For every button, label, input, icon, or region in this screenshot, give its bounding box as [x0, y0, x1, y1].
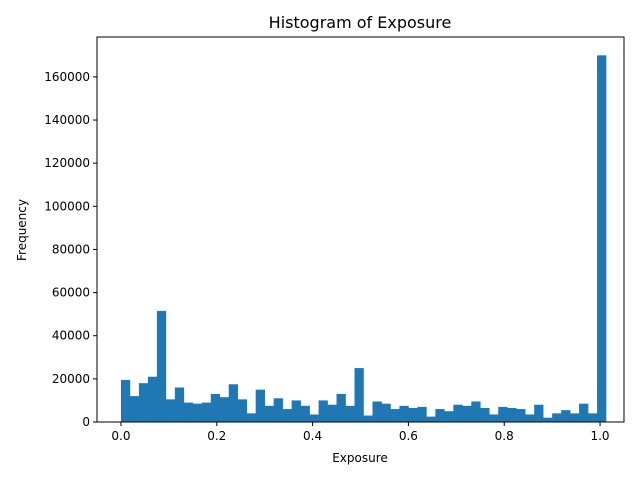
histogram-bar — [588, 413, 598, 422]
histogram-bar — [381, 403, 391, 422]
histogram-bar — [507, 407, 517, 422]
histogram-bar — [129, 396, 140, 422]
histogram-bar — [345, 405, 355, 422]
plot-frame — [96, 36, 625, 423]
x-tick-label: 0.8 — [495, 429, 514, 443]
histogram-bar — [327, 404, 337, 422]
histogram-bar — [147, 376, 158, 422]
histogram-bar — [525, 414, 535, 422]
histogram-bar — [579, 403, 589, 422]
histogram-bar — [426, 416, 436, 422]
histogram-bar — [246, 413, 256, 422]
histogram-bar — [228, 384, 239, 422]
histogram-bar — [354, 368, 364, 422]
histogram-bar — [489, 414, 499, 422]
histogram-bar — [219, 397, 230, 422]
y-tick-label: 60000 — [52, 286, 90, 300]
histogram-bar — [417, 406, 427, 422]
histogram-bar — [192, 403, 203, 422]
histogram-bar — [282, 409, 292, 422]
chart-title: Histogram of Exposure — [269, 13, 452, 32]
y-axis-label: Frequency — [15, 199, 29, 261]
histogram-bars — [120, 55, 607, 422]
y-tick-label: 120000 — [44, 156, 90, 170]
histogram-bar — [597, 55, 607, 422]
histogram-bar — [174, 387, 185, 422]
histogram-bar — [444, 411, 454, 422]
histogram-bar — [390, 409, 400, 422]
histogram-bar — [408, 407, 418, 422]
histogram-bar — [255, 389, 265, 422]
histogram-bar — [498, 406, 508, 422]
y-tick-label: 20000 — [52, 372, 90, 386]
histogram-bar — [561, 410, 571, 422]
histogram-bar — [462, 405, 472, 422]
histogram-bar — [165, 399, 176, 422]
histogram-bar — [156, 310, 167, 422]
x-tick-label: 0.2 — [207, 429, 226, 443]
histogram-bar — [453, 404, 463, 422]
histogram-bar — [336, 393, 346, 422]
histogram-bar — [237, 399, 248, 422]
y-tick-label: 80000 — [52, 242, 90, 256]
y-tick-label: 100000 — [44, 199, 90, 213]
x-axis-ticks: 0.0 0.2 0.4 0.6 0.8 1.0 — [111, 422, 610, 443]
histogram-bar — [210, 393, 221, 422]
y-tick-label: 40000 — [52, 329, 90, 343]
x-tick-label: 0.4 — [303, 429, 322, 443]
histogram-bar — [183, 402, 194, 422]
histogram-bar — [471, 401, 481, 422]
histogram-bar — [372, 401, 382, 422]
histogram-bar — [516, 409, 526, 422]
histogram-bar — [543, 417, 553, 422]
y-axis-ticks: 0 20000 40000 60000 80000 100000 120000 140000 1… — [44, 70, 97, 429]
histogram-bar — [201, 402, 212, 422]
histogram-bar — [291, 400, 301, 422]
x-tick-label: 0.6 — [399, 429, 418, 443]
histogram-bar — [273, 398, 283, 422]
histogram-bar — [309, 414, 319, 422]
y-tick-label: 140000 — [44, 113, 90, 127]
x-tick-label: 0.0 — [111, 429, 130, 443]
histogram-bar — [435, 409, 445, 422]
histogram-bar — [318, 400, 328, 422]
histogram-bar — [363, 415, 373, 422]
histogram-bar — [399, 405, 409, 422]
histogram-bar — [534, 404, 544, 422]
histogram-bar — [480, 407, 490, 422]
x-tick-label: 1.0 — [590, 429, 609, 443]
histogram-bar — [552, 413, 562, 422]
y-tick-label: 0 — [82, 415, 90, 429]
histogram-bar — [120, 379, 131, 422]
x-axis-label: Exposure — [332, 451, 388, 465]
histogram-bar — [138, 383, 149, 422]
histogram-bar — [264, 405, 274, 422]
histogram-bar — [300, 405, 310, 422]
histogram-bar — [570, 413, 580, 422]
y-tick-label: 160000 — [44, 70, 90, 84]
